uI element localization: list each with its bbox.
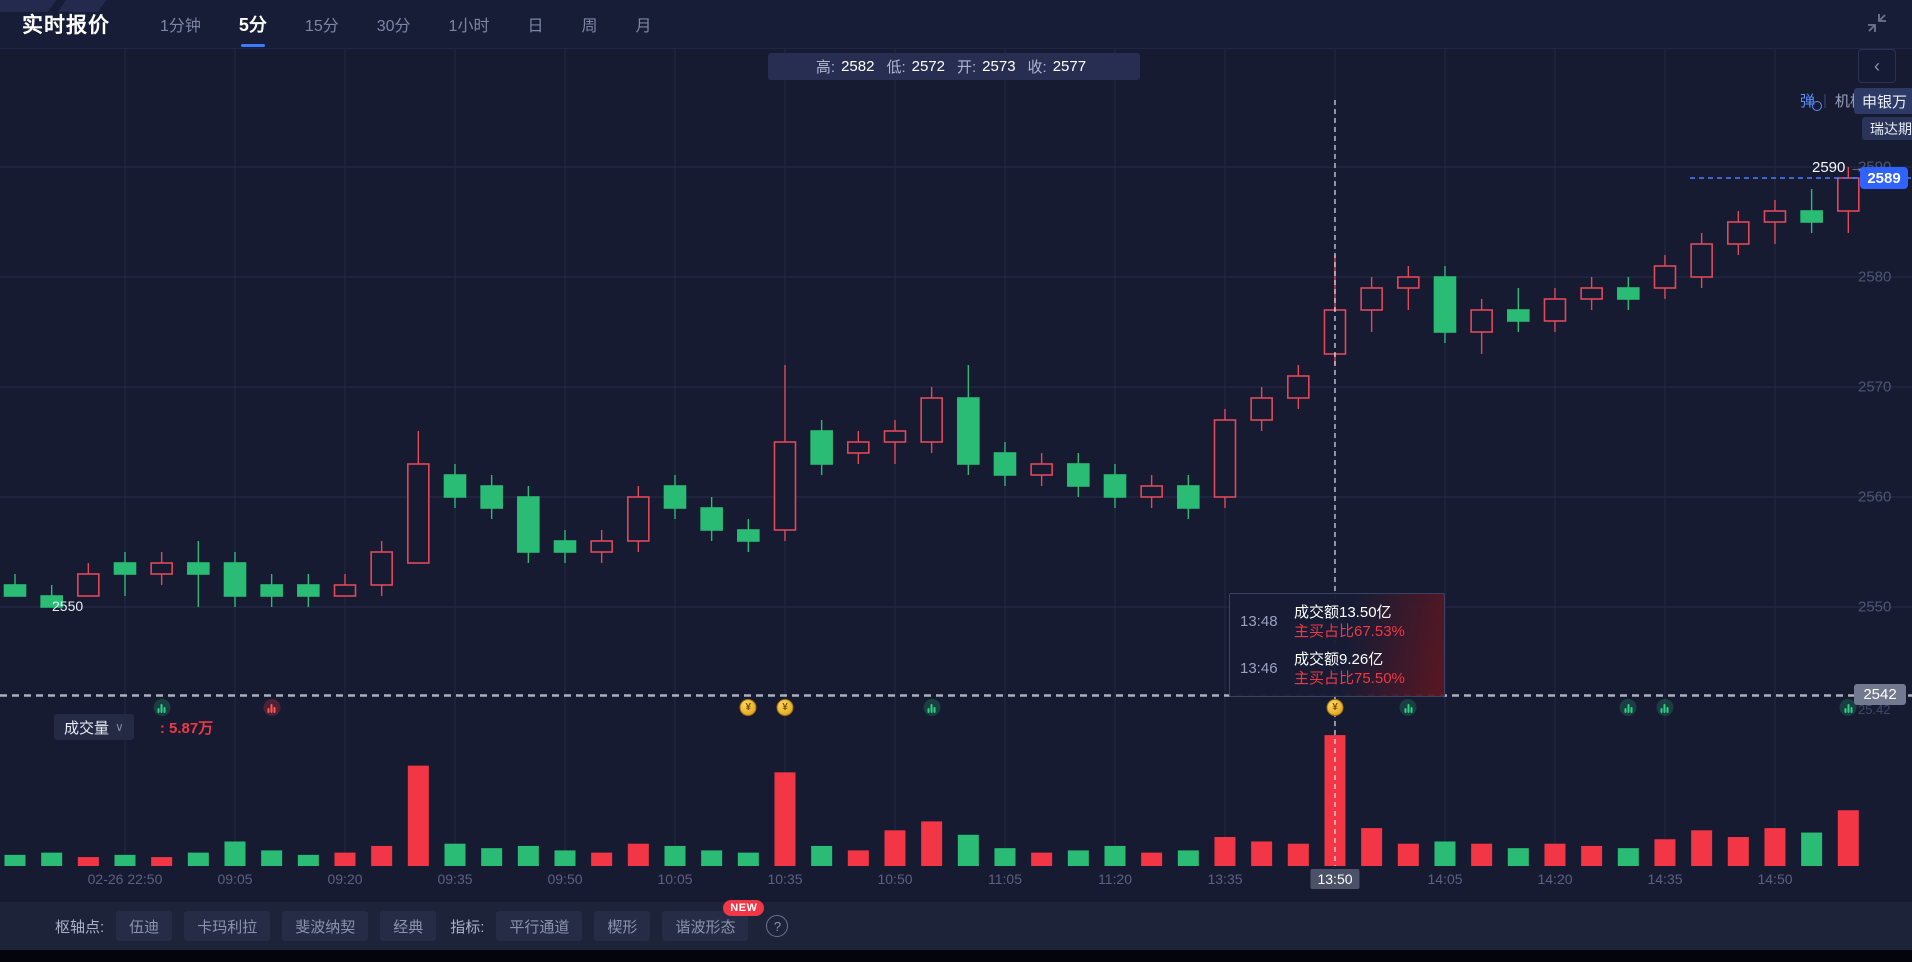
- price-axis-tick: 2570: [1858, 378, 1892, 396]
- time-axis-label: 13:35: [1207, 871, 1243, 887]
- tab-日[interactable]: 日: [527, 18, 544, 35]
- ohlc-info-bar: 高: 2582 低: 2572 开: 2573 收: 2577: [768, 53, 1140, 80]
- ohlc-value: 2582: [841, 58, 875, 75]
- tooltip-content: 成交额13.50亿 主买占比67.53%: [1294, 603, 1405, 640]
- green-volume-icon[interactable]: [923, 699, 941, 716]
- time-axis-label: 14:20: [1537, 871, 1573, 887]
- time-axis-label: 10:35: [767, 871, 803, 887]
- ohlc-value: 2572: [911, 58, 945, 75]
- corner-decoration: [0, 0, 120, 12]
- divider: |: [1823, 91, 1827, 109]
- time-axis-label: 11:05: [988, 871, 1022, 887]
- tooltip-time: 13:46: [1240, 660, 1278, 677]
- header: 实时报价 1分钟 5分 15分 30分 1小时 日 周 月: [0, 0, 1912, 49]
- interval-tabs: 1分钟 5分 15分 30分 1小时 日 周 月: [158, 5, 654, 47]
- red-volume-icon[interactable]: [263, 699, 281, 716]
- ohlc-value: 2573: [982, 58, 1016, 75]
- volume-axis-label: 25.42: [1858, 702, 1891, 717]
- volume-pane-header: 成交量 ∨ : 5.87万: [54, 714, 213, 740]
- ohlc-label: 开:: [957, 59, 977, 76]
- pane-bottom-badge: 2542: [1854, 684, 1906, 705]
- green-volume-icon[interactable]: [1619, 699, 1637, 716]
- toolbar-button-谐波形态[interactable]: 谐波形态 NEW: [662, 900, 765, 941]
- ohlc-value: 2577: [1052, 58, 1087, 75]
- green-volume-icon[interactable]: [153, 699, 171, 716]
- tab-1小时[interactable]: 1小时: [448, 18, 490, 35]
- danmaku-tag[interactable]: 申银万: [1854, 88, 1912, 114]
- toolbar-label: 指标:: [450, 918, 485, 936]
- time-axis-label: 09:20: [327, 871, 363, 887]
- time-axis-label: 14:50: [1757, 871, 1793, 887]
- tab-30分[interactable]: 30分: [376, 18, 411, 35]
- toolbar-button-平行通道[interactable]: 平行通道: [496, 911, 583, 941]
- bottom-strip: [0, 950, 1912, 962]
- tooltip-row: 13:46 成交额9.26亿 主买占比75.50%: [1230, 650, 1444, 688]
- price-axis-tick: 2580: [1858, 268, 1892, 286]
- volume-label: 成交量: [64, 719, 110, 737]
- danmaku-toggle[interactable]: 弹: [1800, 90, 1823, 111]
- coin-medal-icon[interactable]: ¥: [1326, 699, 1344, 716]
- day-high-marker: 2590 →: [1812, 159, 1864, 176]
- toolbar-label: 枢轴点:: [55, 918, 105, 936]
- collapse-panel-button[interactable]: ‹: [1858, 49, 1896, 83]
- time-axis-label: 14:05: [1427, 871, 1463, 887]
- time-axis-label: 14:35: [1647, 871, 1683, 887]
- tooltip-time: 13:48: [1240, 613, 1278, 630]
- chevron-down-icon: ∨: [115, 720, 124, 734]
- tab-1分钟[interactable]: 1分钟: [160, 18, 201, 35]
- time-axis-label: 02-26 22:50: [87, 871, 163, 887]
- time-axis-label: 11:20: [1098, 871, 1132, 887]
- green-volume-icon[interactable]: [1399, 699, 1417, 716]
- tab-月[interactable]: 月: [635, 18, 652, 35]
- help-icon[interactable]: ?: [766, 915, 789, 937]
- coin-medal-icon[interactable]: ¥: [776, 699, 794, 716]
- time-axis-label: 09:50: [547, 871, 583, 887]
- toolbar-button-卡玛利拉[interactable]: 卡玛利拉: [184, 911, 271, 941]
- time-axis-label: 13:50: [1310, 869, 1360, 889]
- tooltip-content: 成交额9.26亿 主买占比75.50%: [1294, 650, 1405, 687]
- ohlc-label: 收:: [1027, 59, 1047, 76]
- toolbar-button-楔形[interactable]: 楔形: [594, 911, 651, 941]
- volume-value: : 5.87万: [159, 719, 214, 737]
- open-price-marker: 2550: [52, 598, 84, 614]
- new-badge: NEW: [723, 900, 765, 916]
- toolbar-button-经典[interactable]: 经典: [380, 911, 437, 941]
- volume-indicator-dropdown[interactable]: 成交量 ∨: [54, 714, 134, 740]
- drawing-toolbar: 枢轴点: 伍迪 卡玛利拉 斐波纳契 经典 指标: 平行通道 楔形 谐波形态 NEW?: [0, 900, 1912, 950]
- time-axis-label: 10:05: [657, 871, 693, 887]
- green-volume-icon[interactable]: [1656, 699, 1674, 716]
- tab-5分[interactable]: 5分: [237, 5, 269, 47]
- toolbar-button-斐波纳契[interactable]: 斐波纳契: [282, 911, 369, 941]
- danmaku-tag[interactable]: 瑞达期: [1862, 117, 1912, 140]
- time-axis-label: 09:35: [437, 871, 473, 887]
- toolbar-button-伍迪[interactable]: 伍迪: [116, 911, 173, 941]
- time-axis-label: 10:50: [877, 871, 913, 887]
- tooltip-row: 13:48 成交额13.50亿 主买占比67.53%: [1230, 603, 1444, 641]
- ohlc-label: 低:: [886, 59, 906, 76]
- last-price-badge: 2589: [1860, 167, 1908, 189]
- green-volume-icon[interactable]: [1839, 699, 1857, 716]
- compress-icon[interactable]: [1864, 10, 1890, 36]
- price-axis-tick: 2560: [1858, 488, 1892, 506]
- ohlc-label: 高:: [815, 59, 836, 76]
- crosshair-tooltip: 13:48 成交额13.50亿 主买占比67.53% 13:46 成交额9.26亿 主买占…: [1229, 593, 1445, 697]
- tab-周[interactable]: 周: [581, 18, 598, 35]
- price-axis-tick: 2550: [1858, 598, 1892, 616]
- time-axis-label: 09:05: [217, 871, 253, 887]
- coin-medal-icon[interactable]: ¥: [739, 699, 757, 716]
- tab-15分[interactable]: 15分: [304, 18, 339, 35]
- page-title: 实时报价: [22, 14, 110, 37]
